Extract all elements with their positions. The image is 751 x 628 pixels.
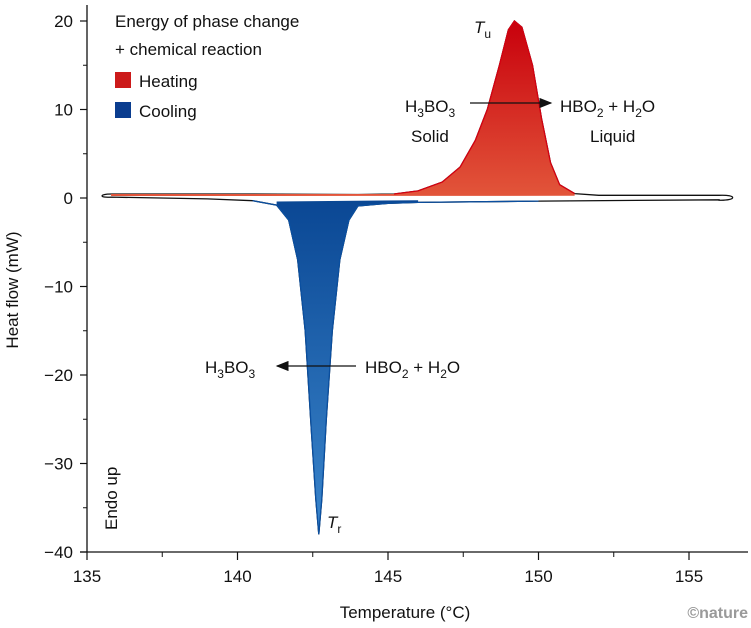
peak-label-tu: Tu: [474, 18, 491, 41]
heating-reactant-state: Solid: [411, 127, 449, 146]
legend-swatch-heating: [115, 72, 131, 88]
cooling-reactant: HBO2 + H2O: [365, 358, 460, 381]
heating-peak-area: [111, 21, 575, 197]
endo-up-label: Endo up: [102, 467, 121, 530]
y-tick-label: −20: [44, 366, 73, 385]
x-tick-label: 150: [524, 567, 552, 586]
y-tick-label: −40: [44, 543, 73, 562]
y-tick-label: 10: [54, 101, 73, 120]
x-axis-label: Temperature (°C): [340, 603, 471, 622]
legend-swatch-cooling: [115, 102, 131, 118]
y-tick-label: 0: [64, 189, 73, 208]
y-tick-label: −30: [44, 455, 73, 474]
y-tick-label: 20: [54, 12, 73, 31]
cooling-peak-area: [276, 200, 419, 535]
x-tick-label: 135: [73, 567, 101, 586]
legend-title-line2: + chemical reaction: [115, 40, 262, 59]
nature-credit: ©nature: [687, 605, 748, 622]
peak-label-tr: Tr: [327, 513, 341, 536]
cooling-product: H3BO3: [205, 358, 256, 381]
legend-title-line1: Energy of phase change: [115, 12, 299, 31]
heating-curve: [393, 20, 575, 195]
y-tick-label: −10: [44, 278, 73, 297]
heating-product: HBO2 + H2O: [560, 97, 655, 120]
cooling-curve: [252, 200, 539, 535]
legend-label-heating: Heating: [139, 72, 198, 91]
y-axis-label: Heat flow (mW): [3, 231, 22, 348]
x-tick-label: 140: [223, 567, 251, 586]
dsc-loop-outline: [101, 20, 734, 535]
x-tick-label: 145: [374, 567, 402, 586]
heating-product-state: Liquid: [590, 127, 635, 146]
heating-reactant: H3BO3: [405, 97, 456, 120]
legend-label-cooling: Cooling: [139, 102, 197, 121]
x-tick-label: 155: [675, 567, 703, 586]
